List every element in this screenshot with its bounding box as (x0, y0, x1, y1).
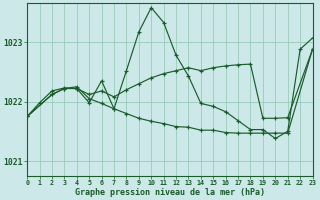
X-axis label: Graphe pression niveau de la mer (hPa): Graphe pression niveau de la mer (hPa) (75, 188, 265, 197)
